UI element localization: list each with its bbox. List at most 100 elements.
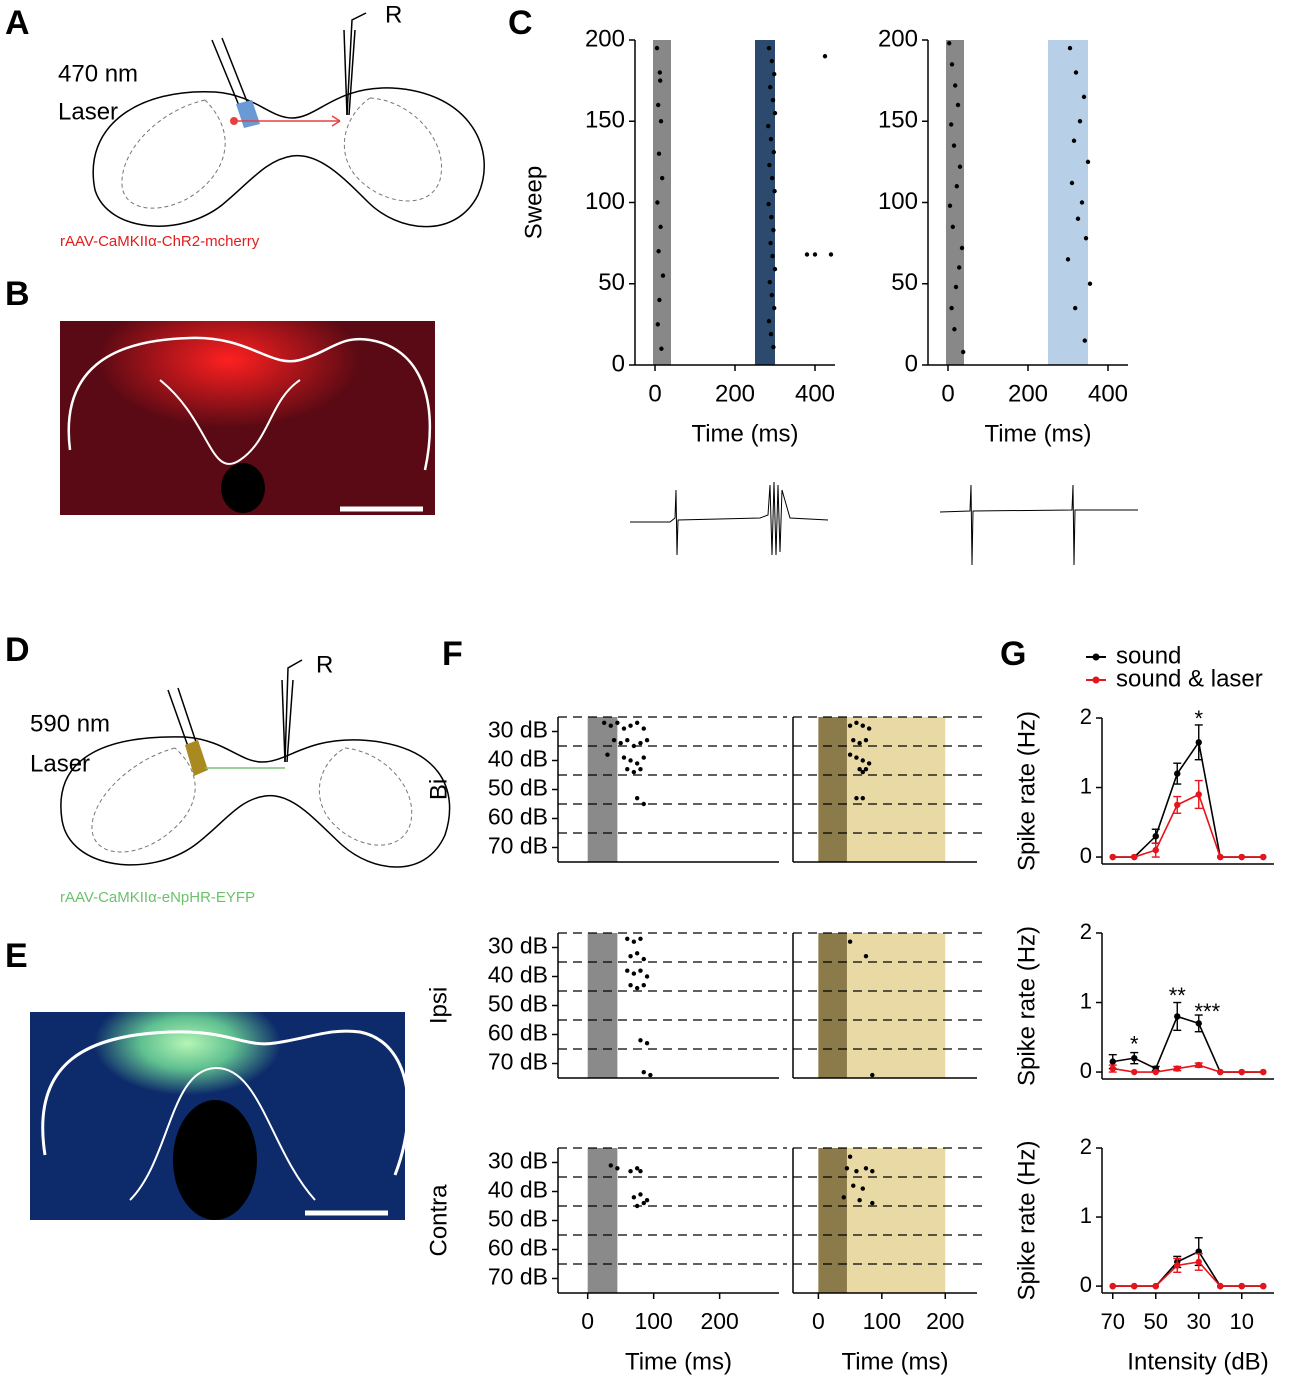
spike [641, 726, 646, 731]
spike [641, 755, 646, 760]
spike [953, 83, 958, 88]
spike [772, 110, 778, 116]
annotation: * [1194, 706, 1203, 731]
spike [1073, 305, 1078, 311]
stimulus-window [818, 717, 847, 862]
spike [657, 297, 662, 303]
spike [863, 738, 869, 743]
y-tick-label: 0 [1080, 1272, 1092, 1297]
recording-label: R [385, 1, 402, 28]
spike [771, 149, 776, 155]
spike [641, 801, 646, 807]
x-tick-label: 400 [795, 380, 835, 407]
spike [625, 968, 630, 973]
spike [1083, 236, 1089, 241]
x-axis-label: Time (ms) [984, 420, 1091, 447]
stimulus-window [587, 933, 618, 1078]
x-axis-label: Time (ms) [625, 1348, 732, 1375]
spike [1082, 338, 1088, 343]
spike [768, 331, 774, 337]
spike [631, 971, 637, 976]
point [1174, 801, 1181, 809]
spike [863, 954, 869, 959]
spike [950, 224, 955, 230]
spike [625, 767, 630, 772]
spike [1077, 119, 1083, 124]
spike [770, 97, 776, 103]
spike [857, 740, 862, 746]
spike [949, 122, 954, 127]
y-tick-label: 1 [1080, 988, 1092, 1013]
y-tick-label: 0 [1080, 843, 1092, 868]
y-tick-label: 50 dB [488, 991, 548, 1017]
x-tick-label: 70 [1101, 1309, 1125, 1334]
y-tick-label: 100 [585, 188, 625, 215]
x-tick-label: 0 [648, 380, 661, 407]
panel-label: A [5, 4, 30, 42]
series-line [1112, 793, 1264, 858]
stimulus-window [818, 933, 847, 1078]
spike [628, 954, 633, 959]
panel-label: C [508, 4, 533, 42]
spike [951, 143, 957, 148]
point [1174, 1065, 1181, 1072]
spike [770, 175, 775, 181]
y-axis-label: Bi [425, 779, 452, 800]
panel-label: B [5, 275, 30, 313]
point [1195, 1061, 1202, 1069]
spike [771, 227, 776, 233]
spike [656, 102, 661, 108]
spike [766, 123, 771, 129]
x-tick-label: 200 [715, 380, 755, 407]
diagram-d [60, 659, 451, 868]
point [1109, 1282, 1116, 1290]
point [1152, 1068, 1159, 1076]
spike [656, 249, 661, 254]
point [1217, 1068, 1224, 1076]
spike [641, 1200, 646, 1206]
point [1152, 832, 1159, 840]
spike [658, 119, 664, 124]
spike [955, 102, 961, 108]
point [1217, 1282, 1224, 1290]
spike [857, 1198, 862, 1203]
point [1109, 1065, 1116, 1072]
laser-label: 470 nm [58, 60, 138, 87]
spike [769, 214, 774, 220]
spike [628, 983, 633, 988]
point [1131, 1054, 1138, 1062]
y-tick-label: 40 dB [488, 1177, 548, 1203]
spike [634, 720, 640, 725]
x-tick-label: 0 [581, 1308, 594, 1334]
panel-label: E [5, 937, 28, 975]
point [1260, 853, 1267, 861]
spike [766, 318, 772, 324]
point [1131, 1282, 1138, 1290]
spike [1079, 200, 1085, 205]
spike [638, 1038, 643, 1043]
spike [768, 84, 773, 90]
spike [631, 743, 637, 749]
spike [844, 1166, 850, 1171]
point [1131, 853, 1138, 861]
point [1109, 853, 1116, 861]
stimulus-window [587, 1148, 618, 1293]
recording-label: R [316, 651, 333, 678]
x-tick-label: 0 [941, 380, 954, 407]
spike [648, 1072, 653, 1078]
y-axis-label: Ipsi [425, 987, 452, 1024]
y-tick-label: 150 [585, 107, 625, 134]
spike [959, 245, 965, 251]
spike [657, 70, 662, 75]
spike [1075, 216, 1081, 221]
x-tick-label: 50 [1144, 1309, 1168, 1334]
spike [644, 1198, 650, 1203]
spike [870, 1072, 875, 1078]
spike [659, 346, 664, 351]
panel-label: F [442, 635, 463, 673]
point [1238, 1068, 1245, 1076]
spike [1069, 180, 1075, 186]
y-tick-label: 1 [1080, 1203, 1092, 1228]
spike [860, 769, 865, 775]
spike [608, 723, 613, 728]
